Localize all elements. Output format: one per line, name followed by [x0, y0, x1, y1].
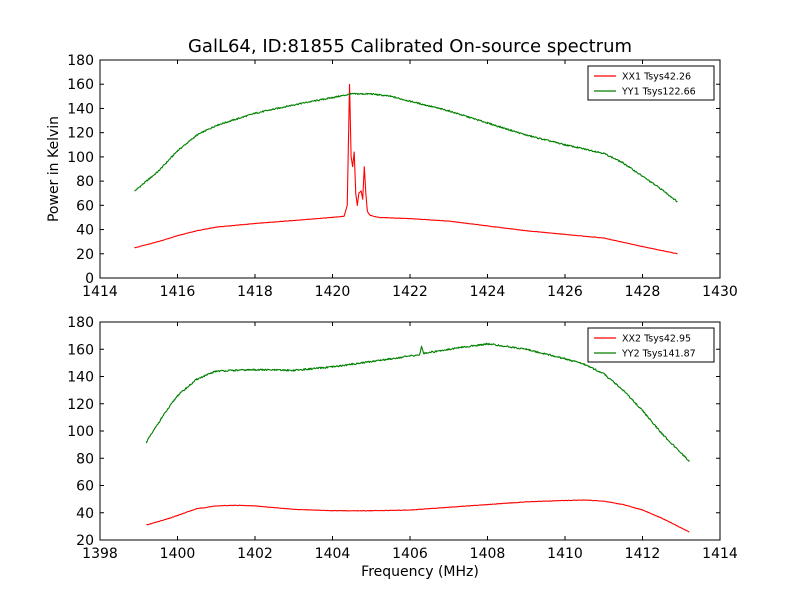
- y-tick-label: 40: [76, 506, 94, 522]
- y-tick-label: 60: [76, 198, 94, 214]
- series-lines: [134, 83, 678, 255]
- y-tick-label: 180: [67, 315, 94, 331]
- y-tick-label: 40: [76, 223, 94, 239]
- y-tick-label: 140: [67, 101, 94, 117]
- x-axis-label: Frequency (MHz): [361, 564, 479, 580]
- figure-title: GalL64, ID:81855 Calibrated On-source sp…: [188, 36, 632, 57]
- legend-label: YY1 Tsys122.66: [621, 87, 696, 98]
- legend-box: [587, 327, 715, 363]
- y-tick-label: 160: [67, 77, 94, 93]
- x-tick-label: 1428: [625, 284, 661, 300]
- y-tick-label: 80: [76, 174, 94, 190]
- x-tick-label: 1424: [470, 284, 506, 300]
- x-tick-label: 1418: [237, 284, 273, 300]
- y-tick-label: 60: [76, 479, 94, 495]
- y-tick-label: 100: [67, 424, 94, 440]
- legend: XX1 Tsys42.26 YY1 Tsys122.66: [587, 65, 715, 101]
- y-tick-label: 20: [76, 247, 94, 263]
- x-tick-label: 1420: [315, 284, 351, 300]
- x-tick-label: 1398: [82, 546, 118, 562]
- series-line-2-2: [145, 342, 690, 462]
- x-tick-label: 1416: [160, 284, 196, 300]
- x-tick-label: 1412: [625, 546, 661, 562]
- legend-box: [587, 65, 715, 101]
- x-tick-label: 1414: [702, 546, 738, 562]
- x-tick-label: 1400: [160, 546, 196, 562]
- bottom-spectrum-panel: 1398 1400 1402 1404 1406 1408 1410 1412 1414 20 40…: [67, 315, 738, 580]
- y-tick-label: 160: [67, 342, 94, 358]
- x-tick-label: 1414: [82, 284, 118, 300]
- x-tick-label: 1426: [547, 284, 583, 300]
- series-line-1-2: [134, 92, 678, 203]
- x-tick-label: 1402: [237, 546, 273, 562]
- legend-label: YY2 Tsys141.87: [621, 349, 696, 360]
- top-spectrum-panel: 1414 1416 1418 1420 1422 1424 1426 1428 1430 0 20 4…: [46, 53, 738, 300]
- series-line-2-1: [145, 499, 690, 533]
- y-tick-label: 0: [85, 271, 94, 287]
- y-tick-label: 180: [67, 53, 94, 69]
- y-tick-label: 120: [67, 126, 94, 142]
- y-tick-label: 100: [67, 150, 94, 166]
- x-tick-label: 1404: [315, 546, 351, 562]
- legend: XX2 Tsys42.95 YY2 Tsys141.87: [587, 327, 715, 363]
- x-tick-label: 1422: [392, 284, 428, 300]
- y-tick-label: 80: [76, 451, 94, 467]
- series-lines: [145, 342, 690, 533]
- x-tick-label: 1406: [392, 546, 428, 562]
- x-tick-label: 1408: [470, 546, 506, 562]
- legend-label: XX2 Tsys42.95: [622, 334, 691, 345]
- y-tick-label: 120: [67, 397, 94, 413]
- x-tick-label: 1430: [702, 284, 738, 300]
- series-line-1-1: [134, 83, 678, 255]
- x-tick-label: 1410: [547, 546, 583, 562]
- y-tick-label: 20: [76, 533, 94, 549]
- legend-label: XX1 Tsys42.26: [622, 72, 691, 83]
- y-axis-label: Power in Kelvin: [46, 116, 62, 222]
- y-tick-label: 140: [67, 370, 94, 386]
